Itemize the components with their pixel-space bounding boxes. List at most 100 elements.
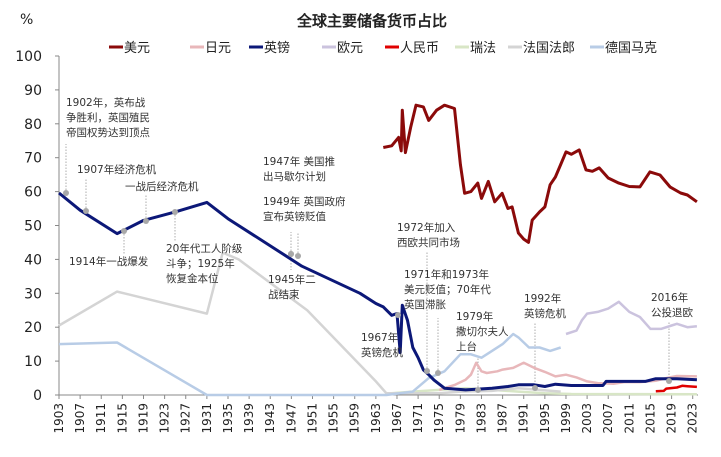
annotation-text: 一战后经济危机: [125, 180, 199, 193]
annotation-text: 1949年 英国政府: [263, 195, 346, 208]
annotation-text: 1907年经济危机: [77, 163, 157, 176]
y-tick-label: 10: [24, 354, 42, 370]
x-tick-label: 1911: [94, 403, 108, 434]
annotation-text: 美元贬值；70年代: [404, 283, 491, 296]
x-tick-label: 1903: [52, 403, 66, 434]
x-tick-label: 1943: [263, 403, 277, 434]
legend-label: 欧元: [337, 41, 363, 56]
series-lines: [58, 103, 698, 397]
chart-title: 全球主要储备货币占比: [296, 12, 447, 30]
annotation-marker: [83, 208, 89, 214]
annotation-text: 争胜利，英国殖民: [66, 111, 150, 124]
x-tick-label: 1931: [200, 403, 214, 434]
legend-label: 法国法郎: [523, 41, 575, 56]
x-tick-label: 1967: [390, 403, 404, 434]
legend: 美元 日元 英镑 欧元 人民币 瑞法 法国法郎 德国马克: [109, 40, 657, 56]
annotation-text: 宣布英镑贬值: [263, 210, 326, 223]
axes: 0 10 20 30 40 50 60 70 80 90 100 1903 1907 1911 1915 19…: [15, 49, 699, 434]
x-tick-label: 1999: [559, 403, 573, 434]
x-tick-label: 2015: [643, 403, 657, 434]
x-tick-label: 1963: [369, 403, 383, 434]
annotation-markers: [63, 190, 672, 393]
annotation-text: 英国滞胀: [404, 298, 446, 311]
x-tick-label: 1939: [242, 403, 256, 434]
y-tick-label: 80: [24, 117, 42, 133]
annotation-text: 英镑危机: [361, 346, 403, 359]
y-tick-label: 90: [24, 83, 42, 99]
legend-label: 人民币: [400, 41, 439, 56]
annotation-text: 撒切尔夫人: [456, 325, 509, 338]
annotation-text: 1945年二: [268, 273, 316, 286]
x-tick-label: 1919: [136, 403, 150, 434]
x-tick-label: 1955: [327, 403, 341, 434]
annotation-marker: [475, 387, 481, 393]
annotation-text: 公投退欧: [651, 306, 693, 319]
annotation-text: 1979年: [456, 310, 493, 323]
x-tick-label: 1915: [115, 403, 129, 434]
legend-label: 日元: [205, 41, 231, 56]
annotation-text: 英镑危机: [524, 307, 566, 320]
legend-label: 瑞法: [470, 41, 496, 56]
annotation-text: 上台: [456, 340, 477, 353]
annotation-text: 1992年: [524, 292, 561, 305]
y-tick-label: 20: [24, 320, 42, 336]
x-tick-label: 1927: [179, 403, 193, 434]
x-tick-label: 1991: [517, 403, 531, 434]
annotation-marker: [288, 251, 294, 257]
annotation-text: 1971年和1973年: [404, 268, 489, 281]
series-line-4: [655, 384, 697, 393]
annotation-marker: [532, 385, 538, 391]
x-tick-label: 1951: [305, 403, 319, 434]
x-tick-label: 1975: [432, 403, 446, 434]
series-line-6: [58, 251, 561, 395]
x-tick-label: 1923: [158, 403, 172, 434]
x-tick-label: 1983: [474, 403, 488, 434]
annotation-text: 出马歇尔计划: [263, 170, 326, 183]
y-tick-label: 40: [24, 252, 42, 268]
annotation-marker: [63, 190, 69, 196]
annotation-text: 1902年，英布战: [66, 96, 146, 109]
annotation-text: 战结束: [268, 288, 300, 301]
annotation-marker: [666, 378, 672, 384]
annotation-text: 1967年: [361, 331, 398, 344]
x-tick-label: 1935: [221, 403, 235, 434]
annotation-text: 帝国权势达到顶点: [66, 126, 150, 139]
annotation-marker: [395, 312, 401, 318]
x-tick-label: 2003: [580, 403, 594, 434]
annotation-marker: [435, 370, 441, 376]
legend-label: 美元: [124, 41, 150, 56]
annotation-text: 2016年: [651, 291, 688, 304]
annotation-text: 斗争；1925年: [166, 257, 235, 270]
y-tick-label: 60: [24, 185, 42, 201]
annotation-text: 恢复金本位: [166, 272, 219, 285]
x-tick-label: 1971: [411, 403, 425, 434]
x-tick-label: 2023: [686, 403, 700, 434]
series-line-0: [383, 103, 698, 244]
annotation-text: 1947年 美国推: [263, 155, 335, 168]
x-tick-label: 1995: [538, 403, 552, 434]
series-line-7: [58, 332, 562, 397]
annotation-marker: [172, 209, 178, 215]
annotation-text: 西欧共同市场: [397, 236, 460, 249]
x-tick-label: 2019: [665, 403, 679, 434]
x-tick-label: 1947: [284, 403, 298, 434]
series-line-2: [58, 191, 697, 392]
x-tick-label: 1979: [453, 403, 467, 434]
annotation-marker: [143, 218, 149, 224]
x-tick-label: 2007: [601, 403, 615, 434]
y-tick-label: 70: [24, 151, 42, 167]
x-tick-label: 1907: [73, 403, 87, 434]
y-tick-label: 100: [15, 49, 42, 65]
annotation-marker: [424, 368, 430, 374]
y-tick-label: 30: [24, 286, 42, 302]
x-tick-label: 1987: [496, 403, 510, 434]
annotation-text: 1972年加入: [397, 221, 456, 234]
annotation-marker: [295, 253, 301, 259]
y-tick-label: 50: [24, 219, 42, 235]
legend-label: 英镑: [264, 40, 290, 56]
series-line-3: [565, 300, 698, 336]
x-tick-label: 2011: [622, 403, 636, 434]
annotation-text: 20年代工人阶级: [166, 242, 243, 255]
